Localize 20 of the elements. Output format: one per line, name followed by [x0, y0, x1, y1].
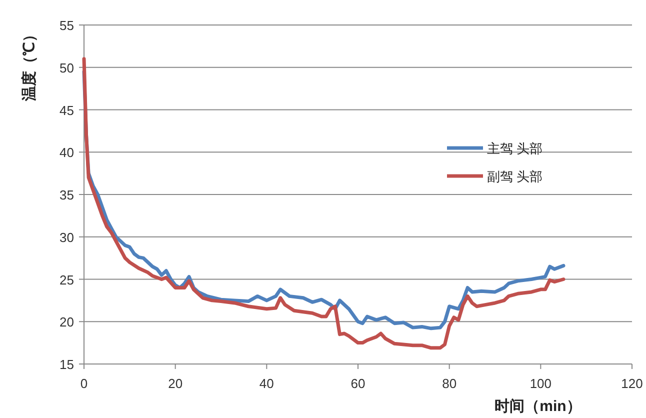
y-tick-label: 20: [60, 314, 74, 330]
y-tick-label: 25: [60, 272, 74, 288]
y-tick-label: 40: [60, 145, 74, 160]
x-tick-label: 80: [442, 376, 457, 391]
y-tick-label: 30: [60, 230, 74, 245]
x-tick-label: 20: [168, 376, 183, 391]
y-tick-label: 55: [60, 18, 74, 33]
x-tick-label: 40: [259, 376, 274, 391]
legend-label: 副驾 头部: [487, 169, 543, 184]
x-tick-label: 60: [350, 376, 366, 391]
x-tick-label: 120: [621, 376, 643, 391]
legend-label: 主驾 头部: [487, 141, 543, 156]
y-tick-label: 35: [60, 188, 74, 202]
y-tick-label: 45: [60, 102, 74, 118]
x-tick-label: 100: [530, 376, 552, 391]
x-tick-label: 0: [80, 376, 88, 391]
y-tick-label: 50: [60, 60, 74, 76]
x-axis-title: 时间（min）: [494, 398, 582, 415]
y-axis-title: 温度（℃）: [20, 27, 38, 102]
y-tick-label: 15: [60, 357, 74, 372]
